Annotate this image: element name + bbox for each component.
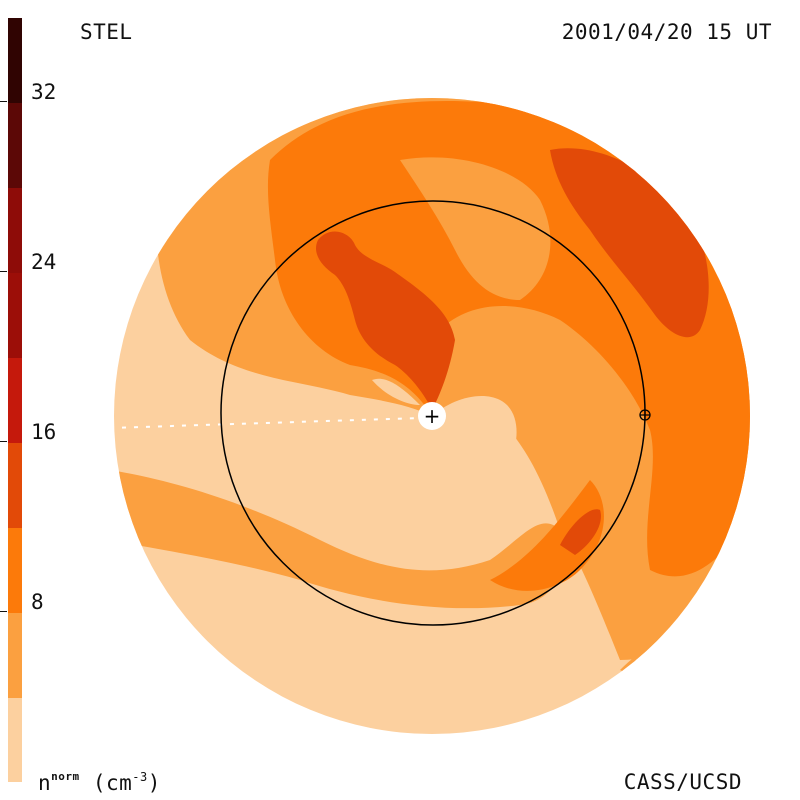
density-level-3 bbox=[490, 480, 604, 591]
density-level-4 bbox=[315, 231, 455, 410]
colorbar-tickmark bbox=[0, 441, 7, 442]
unit-exponent: -3 bbox=[132, 770, 148, 784]
colorbar-tick-label: 16 bbox=[31, 420, 57, 444]
density-level-1 bbox=[432, 395, 517, 464]
colorbar-band-8 bbox=[8, 18, 22, 103]
unit-base: n bbox=[38, 771, 52, 795]
density-level-1 bbox=[372, 378, 420, 405]
credit-label: CASS/UCSD bbox=[623, 770, 742, 794]
datetime-label: 2001/04/20 15 UT bbox=[561, 20, 772, 44]
colorbar-tickmark bbox=[0, 271, 7, 272]
colorbar-tick-label: 8 bbox=[31, 590, 44, 614]
colorbar-tick-label: 32 bbox=[31, 80, 57, 104]
colorbar-band-0 bbox=[8, 698, 22, 782]
density-level-3 bbox=[400, 157, 551, 300]
colorbar-band-7 bbox=[8, 103, 22, 188]
colorbar-band-2 bbox=[8, 528, 22, 613]
colorbar-tick-label: 24 bbox=[31, 250, 57, 274]
density-level-2 bbox=[114, 470, 564, 609]
unit-paren-close: ) bbox=[147, 771, 161, 795]
colorbar-band-5 bbox=[8, 273, 22, 358]
colorbar-band-3 bbox=[8, 443, 22, 528]
station-label: STEL bbox=[80, 20, 133, 44]
colorbar-band-6 bbox=[8, 188, 22, 273]
colorbar bbox=[8, 18, 22, 782]
sun-icon: + bbox=[424, 404, 441, 428]
colorbar-tickmark bbox=[0, 611, 7, 612]
density-level-4 bbox=[560, 509, 601, 555]
sightline bbox=[114, 417, 421, 429]
unit-paren-open: (cm bbox=[92, 771, 133, 795]
colorbar-tickmark bbox=[0, 101, 7, 102]
sun-disk bbox=[418, 402, 446, 430]
density-level-3 bbox=[510, 343, 611, 424]
colorbar-band-1 bbox=[8, 613, 22, 698]
unit-superscript: norm bbox=[51, 770, 80, 783]
unit-label: nnorm (cm-3) bbox=[38, 770, 161, 795]
colorbar-band-4 bbox=[8, 358, 22, 443]
